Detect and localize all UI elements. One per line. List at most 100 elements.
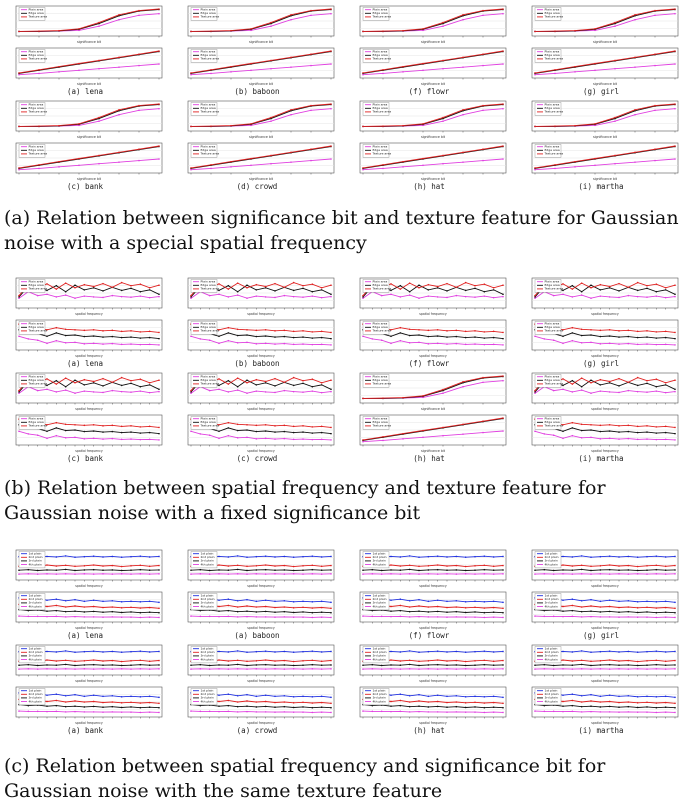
data-point <box>418 651 420 653</box>
data-point <box>483 607 486 609</box>
data-point <box>674 293 676 296</box>
data-point <box>552 668 555 670</box>
data-point <box>158 668 160 670</box>
data-point <box>64 342 67 344</box>
data-point <box>158 432 160 435</box>
data-point <box>562 573 564 575</box>
data-point <box>608 329 611 331</box>
legend-entry: 1st plain <box>545 552 558 556</box>
data-point <box>482 53 484 55</box>
data-point <box>646 555 648 558</box>
legend-entry: Edge area <box>201 325 216 329</box>
subfigure: significance bit Plain area Edge area Textu… <box>4 2 166 97</box>
data-point <box>199 704 202 707</box>
data-point <box>190 335 192 338</box>
data-point <box>92 711 95 713</box>
data-point <box>455 668 458 670</box>
data-point <box>264 296 267 298</box>
data-point <box>74 610 76 612</box>
data-point <box>148 382 151 384</box>
data-point <box>599 711 602 713</box>
data-point <box>482 14 484 17</box>
data-point <box>250 157 252 160</box>
data-point <box>130 600 132 603</box>
data-point <box>482 64 484 67</box>
data-point <box>46 694 48 697</box>
data-point <box>139 711 142 714</box>
data-point <box>399 704 402 707</box>
data-point <box>614 162 616 165</box>
data-point <box>230 65 232 68</box>
data-point <box>571 668 574 670</box>
data-point <box>664 660 667 663</box>
legend-entry: Edge area <box>373 106 388 110</box>
data-point <box>311 668 314 670</box>
data-point <box>55 427 58 429</box>
data-point <box>27 573 30 575</box>
data-point <box>436 659 439 661</box>
data-point <box>274 569 276 571</box>
data-point <box>618 377 620 380</box>
subfigure: spatial frequency 1st plain 2nd plain 3rd p… <box>176 641 338 736</box>
data-point <box>283 286 286 289</box>
data-point <box>158 711 160 714</box>
data-point <box>138 104 140 107</box>
data-point <box>455 294 458 297</box>
data-point <box>608 391 611 393</box>
data-point <box>446 282 448 285</box>
data-point <box>608 342 611 345</box>
data-point <box>636 660 639 663</box>
legend-entry: Texture area <box>200 57 220 61</box>
data-point <box>492 695 495 698</box>
data-point <box>236 429 239 432</box>
data-point <box>362 72 364 74</box>
data-point <box>92 659 95 661</box>
x-axis-label: spatial frequency <box>75 407 103 411</box>
data-point <box>674 337 676 340</box>
data-point <box>674 555 676 558</box>
data-point <box>120 601 123 603</box>
x-axis-label: significance bit <box>77 82 102 86</box>
data-point <box>227 284 230 287</box>
data-point <box>571 296 574 298</box>
data-point <box>562 378 564 380</box>
data-point <box>255 283 258 286</box>
data-point <box>562 610 564 612</box>
data-point <box>418 615 420 618</box>
legend-entry: 3rd plain <box>29 559 42 563</box>
series-line <box>534 704 676 709</box>
data-point <box>130 569 132 571</box>
data-point <box>362 168 364 171</box>
data-point <box>608 382 611 384</box>
legend-entry: 2nd plain <box>201 650 215 654</box>
data-point <box>502 331 504 334</box>
data-point <box>402 124 404 127</box>
data-point <box>74 700 76 702</box>
data-point <box>274 343 276 345</box>
data-point <box>250 62 252 65</box>
legend-entry: Edge area <box>545 420 560 424</box>
data-point <box>18 294 20 297</box>
data-point <box>158 555 160 558</box>
data-point <box>399 615 402 618</box>
data-point <box>292 616 295 618</box>
data-point <box>502 8 504 10</box>
data-point <box>290 66 292 68</box>
data-point <box>130 336 132 338</box>
data-point <box>422 436 424 439</box>
data-point <box>664 287 667 289</box>
data-point <box>274 431 276 433</box>
data-point <box>83 430 86 433</box>
data-point <box>580 573 583 575</box>
data-point <box>483 611 486 614</box>
data-point <box>402 396 404 399</box>
x-axis-label: significance bit <box>593 40 618 44</box>
